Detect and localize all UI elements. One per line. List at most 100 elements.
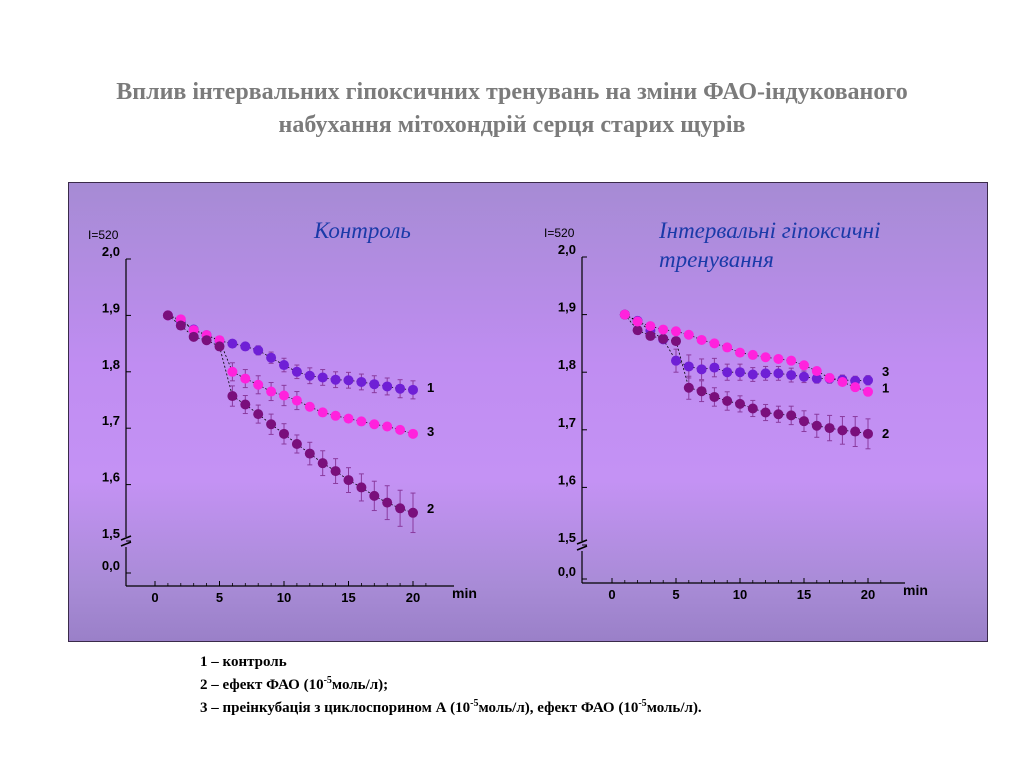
- y-tick-label: 1,6: [558, 472, 576, 487]
- data-point: [266, 386, 277, 397]
- data-point: [799, 360, 809, 371]
- data-point: [722, 396, 733, 406]
- series-label: 2: [882, 426, 889, 441]
- data-point: [227, 391, 238, 402]
- data-point: [279, 428, 289, 439]
- data-point: [253, 345, 264, 356]
- data-point: [837, 425, 848, 436]
- slide-title: Вплив інтервальних гіпоксичних тренувань…: [116, 79, 908, 138]
- chart-title-control: Контроль: [314, 218, 411, 243]
- data-point: [356, 416, 367, 427]
- x-tick-label: 20: [861, 587, 875, 602]
- data-point: [811, 420, 822, 431]
- data-point: [304, 448, 315, 459]
- data-point: [786, 370, 797, 381]
- y-tick-label: 2,0: [558, 242, 576, 257]
- y-tick-label: 1,6: [102, 470, 120, 485]
- legend-item-2: 2 – ефект ФАО (10-5моль/л);: [200, 675, 389, 694]
- data-point: [343, 375, 354, 386]
- data-point: [240, 373, 251, 384]
- x-tick-label: 0: [608, 587, 615, 602]
- data-point: [291, 438, 302, 449]
- legend: 1 – контроль 2 – ефект ФАО (10-5моль/л);…: [200, 651, 960, 720]
- y-tick-label: 1,8: [558, 357, 576, 372]
- data-point: [382, 421, 393, 432]
- chart-title-training: Інтервальні гіпоксичні тренування: [659, 218, 881, 272]
- data-point: [696, 386, 707, 397]
- data-point: [408, 384, 418, 395]
- data-point: [240, 399, 251, 410]
- y-tick-label: 1,7: [102, 413, 120, 428]
- y-tick-label: 1,9: [102, 300, 120, 315]
- data-point: [632, 325, 643, 336]
- data-point: [773, 353, 784, 364]
- data-point: [837, 376, 848, 387]
- data-point: [317, 372, 328, 383]
- x-tick-label: 10: [733, 587, 747, 602]
- data-point: [747, 403, 758, 414]
- data-point: [671, 336, 681, 347]
- y-tick-label: 2,0: [102, 244, 120, 259]
- data-point: [408, 507, 418, 518]
- data-point: [863, 375, 873, 386]
- data-point: [619, 309, 630, 320]
- data-point: [683, 382, 694, 393]
- data-point: [291, 395, 302, 406]
- y-tick-label: 1,5: [558, 530, 576, 545]
- data-point: [382, 381, 393, 392]
- data-point: [773, 368, 784, 379]
- data-point: [709, 338, 720, 349]
- data-point: [658, 333, 669, 344]
- series-label: 3: [882, 364, 889, 379]
- data-point: [863, 428, 873, 439]
- data-point: [356, 376, 367, 387]
- data-point: [735, 367, 745, 378]
- data-point: [645, 321, 656, 332]
- data-point: [330, 374, 341, 385]
- data-point: [696, 364, 707, 375]
- data-point: [799, 371, 809, 382]
- data-point: [786, 410, 797, 421]
- data-point: [162, 310, 173, 321]
- data-point: [291, 366, 302, 377]
- data-point: [760, 368, 771, 379]
- data-point: [696, 334, 707, 345]
- data-point: [330, 410, 341, 421]
- data-point: [369, 419, 380, 430]
- data-point: [279, 390, 289, 401]
- data-point: [850, 426, 861, 437]
- series-label: 3: [427, 424, 434, 439]
- y-tick-label: 1,8: [102, 357, 120, 372]
- data-point: [317, 458, 328, 469]
- chart-panel: I=520 0,0 1,5 1,6 1,7 1,8 1,9 2,0 0 5 10 15 20 min 1 3 2…: [68, 182, 988, 642]
- data-point: [304, 401, 315, 412]
- data-point: [227, 338, 238, 349]
- data-point: [747, 369, 758, 380]
- data-point: [632, 316, 643, 327]
- data-point: [266, 352, 277, 363]
- data-point: [188, 331, 199, 342]
- series-connector: [180, 325, 194, 338]
- data-point: [683, 329, 694, 340]
- y-tick-label: 1,7: [558, 415, 576, 430]
- data-point: [799, 416, 809, 427]
- data-point: [240, 341, 251, 352]
- data-point: [850, 382, 861, 393]
- y-tick-label: 1,5: [102, 526, 120, 541]
- data-point: [709, 391, 720, 402]
- x-axis-label: min: [452, 585, 477, 601]
- data-point: [760, 407, 771, 418]
- data-point: [671, 326, 681, 337]
- data-point: [253, 409, 264, 420]
- x-tick-label: 10: [277, 590, 291, 605]
- data-point: [760, 352, 771, 363]
- legend-item-1: 1 – контроль: [200, 654, 287, 670]
- data-point: [683, 361, 694, 372]
- data-point: [343, 413, 354, 424]
- x-tick-label: 0: [151, 590, 158, 605]
- y-axis-break: [120, 535, 132, 547]
- data-point: [671, 355, 681, 366]
- legend-item-3: 3 – преінкубація з циклоспорином А (10-5…: [200, 698, 702, 717]
- y-tick-label: 1,9: [558, 300, 576, 315]
